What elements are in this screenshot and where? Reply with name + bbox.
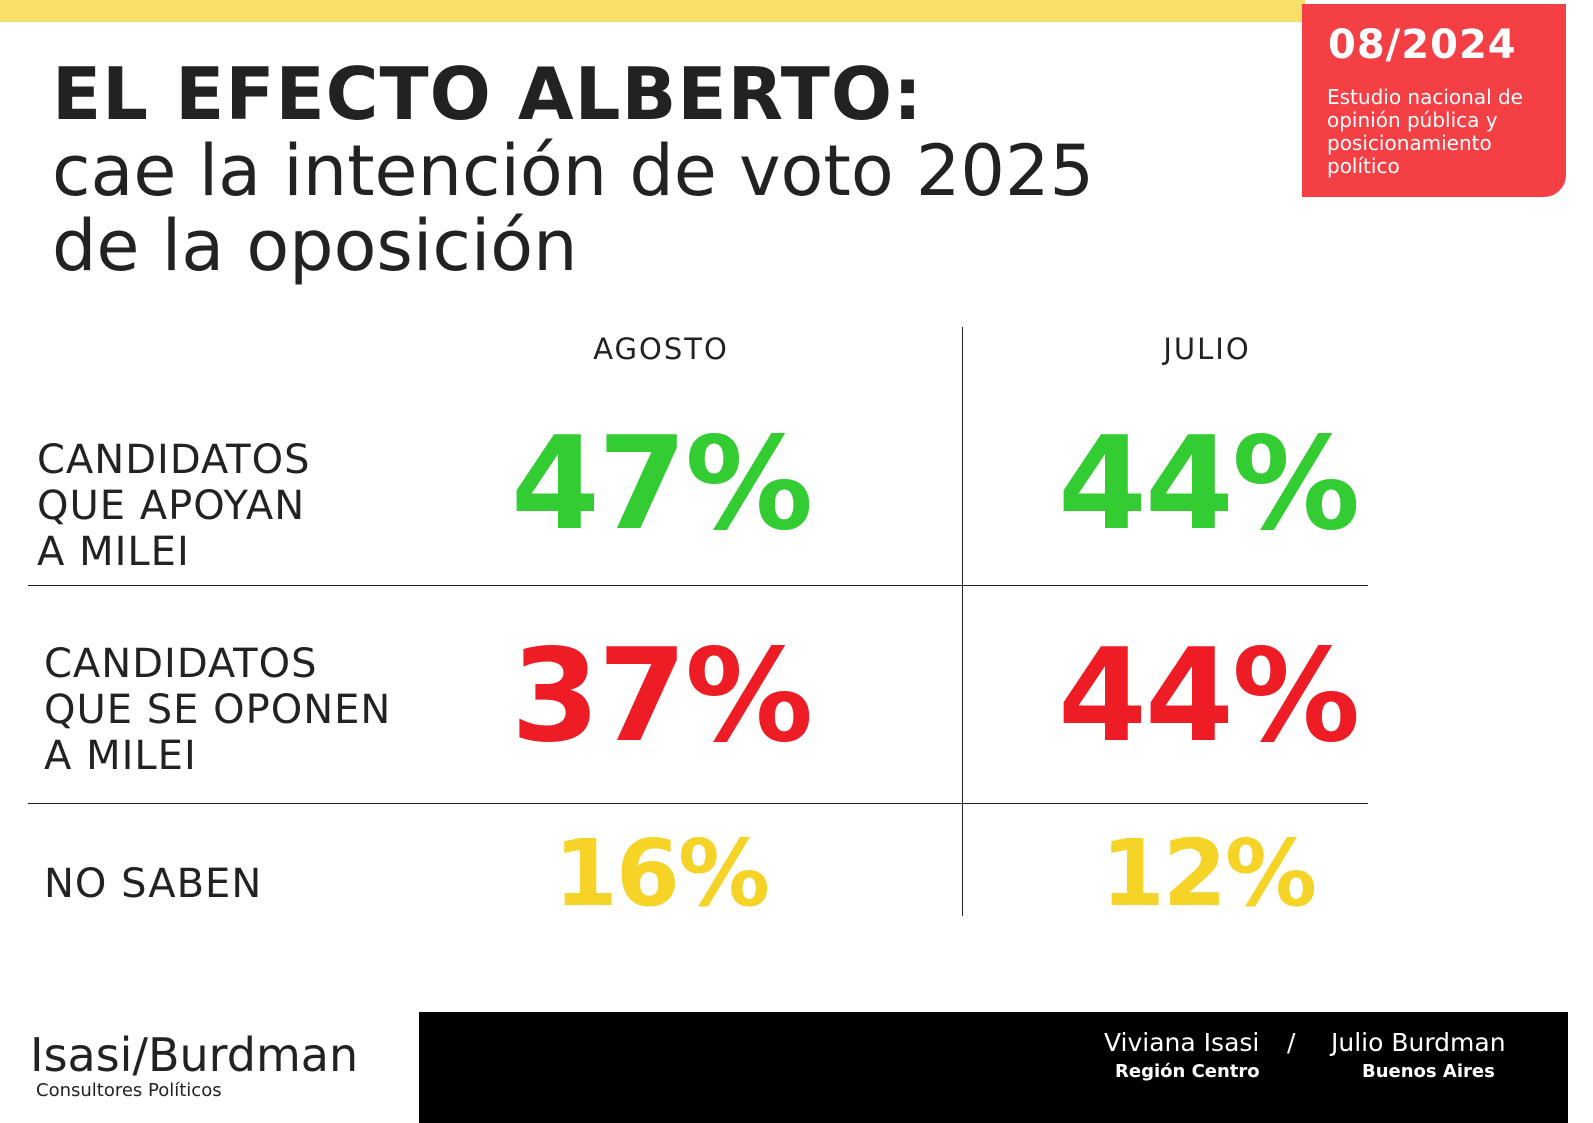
date-badge: 08/2024 Estudio nacional de opinión públ… <box>1302 4 1566 197</box>
column-divider <box>962 327 963 916</box>
value-apoyan-agosto: 47% <box>510 410 813 559</box>
row-label-apoyan: CANDIDATOS QUE APOYAN A MILEI <box>37 437 310 575</box>
row-label-oponen: CANDIDATOS QUE SE OPONEN A MILEI <box>44 641 391 779</box>
subtitle-line-2: de la oposición <box>52 205 578 287</box>
label-line: CANDIDATOS <box>37 437 311 483</box>
subtitle-line-1: cae la intención de voto 2025 <box>52 130 1095 212</box>
value-oponen-julio: 44% <box>1057 622 1360 771</box>
badge-description: Estudio nacional de opinión pública y po… <box>1327 85 1523 178</box>
label-line: QUE SE OPONEN <box>44 687 392 733</box>
author-2: Julio Burdman <box>1331 1028 1506 1057</box>
badge-date: 08/2024 <box>1328 22 1517 68</box>
author-2-region: Buenos Aires <box>1362 1061 1495 1082</box>
value-no-saben-julio: 12% <box>1100 820 1317 927</box>
value-oponen-agosto: 37% <box>510 622 813 771</box>
label-line: NO SABEN <box>44 861 263 907</box>
author-1-region: Región Centro <box>1115 1061 1260 1082</box>
value-no-saben-agosto: 16% <box>553 820 770 927</box>
footer-bar: Viviana Isasi Región Centro / Julio Burd… <box>419 1012 1568 1123</box>
value-apoyan-julio: 44% <box>1057 410 1360 559</box>
company-tagline: Consultores Políticos <box>36 1080 222 1101</box>
row-label-no-saben: NO SABEN <box>44 861 262 907</box>
top-accent-bar <box>0 0 1305 22</box>
label-line: QUE APOYAN <box>37 483 306 529</box>
company-logo: Isasi/Burdman <box>30 1028 359 1082</box>
label-line: CANDIDATOS <box>44 641 318 687</box>
author-separator: / <box>1287 1028 1296 1057</box>
label-line: A MILEI <box>37 529 190 575</box>
author-1: Viviana Isasi <box>1104 1028 1260 1057</box>
column-header-agosto: AGOSTO <box>593 332 729 366</box>
column-header-julio: JULIO <box>1163 332 1251 366</box>
row-divider <box>28 803 1368 804</box>
page-title: EL EFECTO ALBERTO: <box>52 52 923 136</box>
label-line: A MILEI <box>44 733 197 779</box>
row-divider <box>28 585 1368 586</box>
